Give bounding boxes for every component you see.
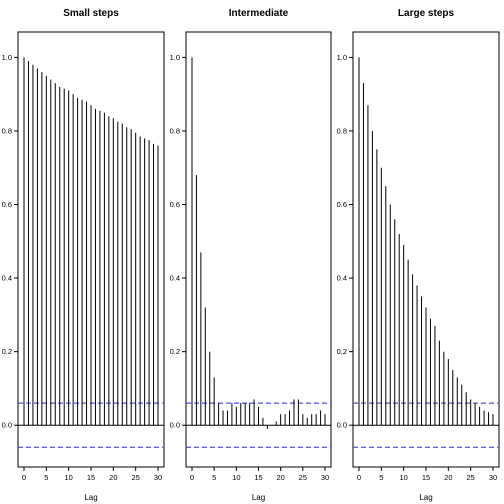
y-tick-label: 1.0 bbox=[170, 53, 180, 62]
x-axis-label: Lag bbox=[84, 493, 97, 502]
x-tick-label: 25 bbox=[466, 473, 474, 482]
y-tick-label: 0.6 bbox=[337, 200, 347, 209]
y-tick-label: 0.8 bbox=[337, 126, 347, 135]
y-tick-label: 0.4 bbox=[170, 274, 180, 283]
x-tick-label: 10 bbox=[232, 473, 240, 482]
y-tick-label: 0.8 bbox=[170, 126, 180, 135]
x-tick-label: 10 bbox=[399, 473, 407, 482]
y-tick-label: 0.6 bbox=[170, 200, 180, 209]
x-tick-label: 5 bbox=[379, 473, 383, 482]
x-tick-label: 5 bbox=[212, 473, 216, 482]
y-tick-label: 0.2 bbox=[2, 347, 12, 356]
y-tick-label: 0.0 bbox=[337, 421, 347, 430]
y-tick-label: 1.0 bbox=[2, 53, 12, 62]
chart-title: Intermediate bbox=[229, 8, 289, 19]
x-tick-label: 30 bbox=[489, 473, 497, 482]
chart-title: Small steps bbox=[63, 8, 119, 19]
chart-title: Large steps bbox=[398, 8, 455, 19]
y-tick-label: 0.2 bbox=[170, 347, 180, 356]
y-tick-label: 0.4 bbox=[2, 274, 12, 283]
plot-frame bbox=[185, 31, 332, 468]
x-tick-label: 0 bbox=[190, 473, 194, 482]
x-tick-label: 25 bbox=[131, 473, 139, 482]
x-tick-label: 10 bbox=[64, 473, 72, 482]
y-tick-label: 0.0 bbox=[170, 421, 180, 430]
y-tick-label: 0.2 bbox=[337, 347, 347, 356]
y-tick-label: 0.6 bbox=[2, 200, 12, 209]
x-tick-label: 20 bbox=[109, 473, 117, 482]
x-axis-label: Lag bbox=[419, 493, 432, 502]
x-tick-label: 30 bbox=[321, 473, 329, 482]
y-tick-label: 0.0 bbox=[2, 421, 12, 430]
y-tick-label: 0.8 bbox=[2, 126, 12, 135]
x-tick-label: 0 bbox=[22, 473, 26, 482]
x-tick-label: 15 bbox=[422, 473, 430, 482]
y-tick-label: 1.0 bbox=[337, 53, 347, 62]
x-tick-label: 25 bbox=[299, 473, 307, 482]
y-tick-label: 0.4 bbox=[337, 274, 347, 283]
x-tick-label: 0 bbox=[357, 473, 361, 482]
x-tick-label: 15 bbox=[87, 473, 95, 482]
x-tick-label: 15 bbox=[254, 473, 262, 482]
x-tick-label: 20 bbox=[444, 473, 452, 482]
x-tick-label: 5 bbox=[44, 473, 48, 482]
x-tick-label: 20 bbox=[276, 473, 284, 482]
x-tick-label: 30 bbox=[154, 473, 162, 482]
x-axis-label: Lag bbox=[252, 493, 265, 502]
